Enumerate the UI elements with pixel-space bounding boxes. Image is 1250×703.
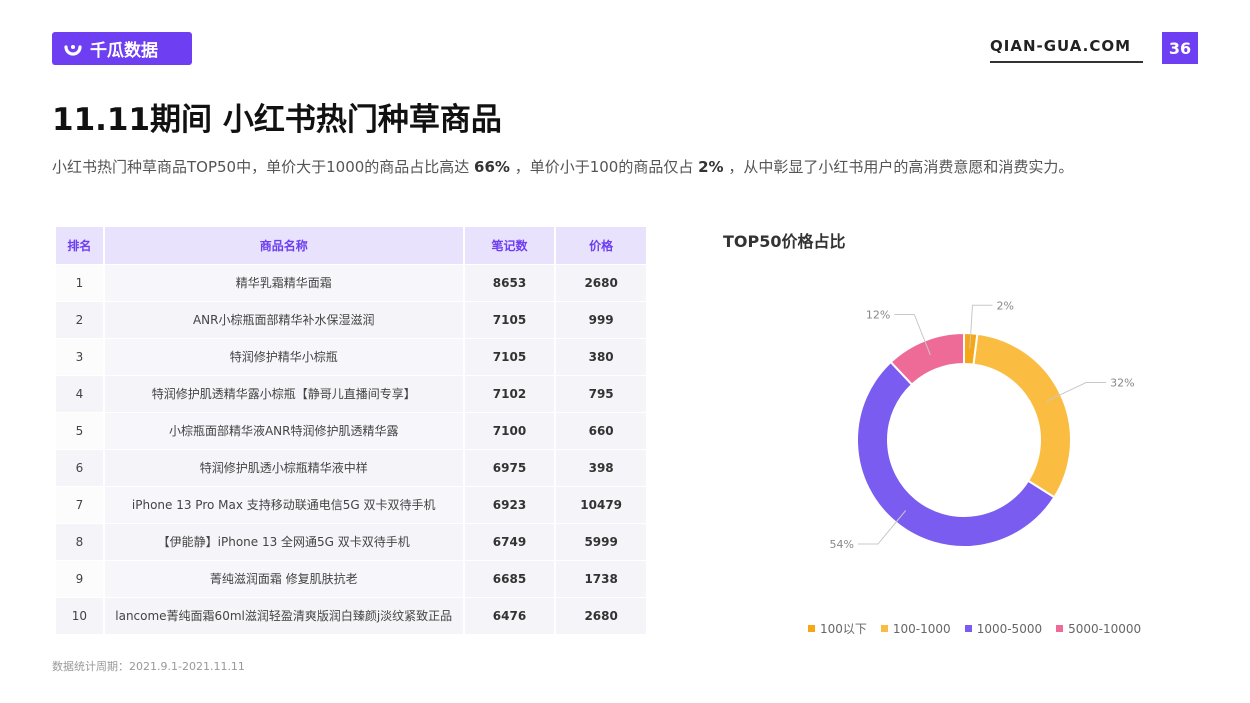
legend-item: 1000-5000 <box>964 620 1043 637</box>
highlight-value-2: 2% <box>698 158 724 176</box>
page-description: 小红书热门种草商品TOP50中，单价大于1000的商品占比高达 66% ，单价小… <box>52 158 1074 176</box>
label-leader-line <box>1046 382 1107 402</box>
cell-product-name: ANR小棕瓶面部精华补水保湿滋润 <box>103 300 465 338</box>
table-row: 1 精华乳霜精华面霜 8653 2680 <box>56 263 648 301</box>
table-body: 1 精华乳霜精华面霜 8653 2680 2 ANR小棕瓶面部精华补水保湿滋润 7105 99… <box>56 263 648 634</box>
cell-product-name: 特润修护肌透小棕瓶精华液中样 <box>103 448 465 486</box>
cell-price: 1738 <box>555 559 648 597</box>
chart-legend: 100以下 100-1000 1000-5000 5000-10000 <box>808 620 1155 637</box>
legend-label: 100-1000 <box>892 621 951 636</box>
footnote: 数据统计周期：2021.9.1-2021.11.11 <box>52 660 245 673</box>
table-row: 2 ANR小棕瓶面部精华补水保湿滋润 7105 999 <box>56 300 648 338</box>
slice-data-label: 32% <box>1110 377 1134 390</box>
cell-rank: 7 <box>56 485 105 523</box>
cell-note-count: 7105 <box>463 337 557 375</box>
page-number: 36 <box>1162 32 1198 64</box>
cell-note-count: 8653 <box>463 263 557 301</box>
slice-data-label: 12% <box>866 308 890 321</box>
cell-note-count: 6975 <box>463 448 557 486</box>
table-row: 8 【伊能静】iPhone 13 全网通5G 双卡双待手机 6749 5999 <box>56 522 648 560</box>
cell-product-name: 特润修护精华小棕瓶 <box>103 337 465 375</box>
cell-product-name: 小棕瓶面部精华液ANR特润修护肌透精华露 <box>103 411 465 449</box>
cell-price: 2680 <box>555 263 648 301</box>
header-rank: 排名 <box>56 227 105 264</box>
table-row: 10 lancome菁纯面霜60ml滋润轻盈清爽版润白臻颜j淡纹紧致正品 6476 2… <box>56 596 648 634</box>
cell-note-count: 6685 <box>463 559 557 597</box>
legend-swatch <box>964 625 972 632</box>
cell-rank: 10 <box>56 596 105 634</box>
cell-price: 380 <box>555 337 648 375</box>
cell-price: 2680 <box>555 596 648 634</box>
slice-data-label: 54% <box>829 538 853 551</box>
cell-note-count: 6923 <box>463 485 557 523</box>
cell-rank: 1 <box>56 263 105 301</box>
header-note-count: 笔记数 <box>463 227 557 264</box>
donut-slice-1000-5000 <box>856 360 1056 548</box>
cell-product-name: 特润修护肌透精华露小棕瓶【静哥儿直播间专享】 <box>103 374 465 412</box>
cell-price: 795 <box>555 374 648 412</box>
label-leader-line <box>857 510 907 545</box>
table-row: 5 小棕瓶面部精华液ANR特润修护肌透精华露 7100 660 <box>56 411 648 449</box>
legend-item: 100-1000 <box>880 620 951 637</box>
cell-price: 660 <box>555 411 648 449</box>
cell-note-count: 6749 <box>463 522 557 560</box>
cell-price: 10479 <box>555 485 648 523</box>
legend-label: 1000-5000 <box>976 621 1043 636</box>
cell-note-count: 7102 <box>463 374 557 412</box>
cell-rank: 6 <box>56 448 105 486</box>
cell-note-count: 6476 <box>463 596 557 634</box>
page-title: 11.11期间 小红书热门种草商品 <box>52 102 502 138</box>
legend-swatch <box>1056 625 1064 632</box>
donut-slice-5000-10000 <box>889 331 965 387</box>
header-product-name: 商品名称 <box>103 227 465 264</box>
cell-price: 398 <box>555 448 648 486</box>
legend-label: 5000-10000 <box>1068 621 1142 636</box>
cell-rank: 2 <box>56 300 105 338</box>
cell-rank: 9 <box>56 559 105 597</box>
cell-note-count: 7100 <box>463 411 557 449</box>
site-url: QIAN-GUA.COM <box>990 37 1143 63</box>
cell-rank: 4 <box>56 374 105 412</box>
table-row: 6 特润修护肌透小棕瓶精华液中样 6975 398 <box>56 448 648 486</box>
slice-data-label: 2% <box>996 299 1013 312</box>
brand-logo-icon <box>64 44 82 56</box>
label-leader-line <box>969 304 993 349</box>
cell-note-count: 7105 <box>463 300 557 338</box>
chart-title: TOP50价格占比 <box>723 232 846 251</box>
header-price: 价格 <box>555 227 648 264</box>
brand-logo: 千瓜数据 <box>52 32 192 65</box>
cell-rank: 3 <box>56 337 105 375</box>
table-row: 7 iPhone 13 Pro Max 支持移动联通电信5G 双卡双待手机 6923… <box>56 485 648 523</box>
legend-item: 5000-10000 <box>1056 620 1141 637</box>
highlight-value-1: 66% <box>474 158 510 176</box>
cell-product-name: iPhone 13 Pro Max 支持移动联通电信5G 双卡双待手机 <box>103 485 465 523</box>
donut-slice-100-1000 <box>972 332 1072 499</box>
cell-rank: 5 <box>56 411 105 449</box>
table-row: 4 特润修护肌透精华露小棕瓶【静哥儿直播间专享】 7102 795 <box>56 374 648 412</box>
legend-swatch <box>880 625 888 632</box>
cell-product-name: 【伊能静】iPhone 13 全网通5G 双卡双待手机 <box>103 522 465 560</box>
legend-label: 100以下 <box>820 622 867 636</box>
table-row: 9 菁纯滋润面霜 修复肌肤抗老 6685 1738 <box>56 559 648 597</box>
legend-swatch <box>808 625 815 632</box>
table-header-row: 排名 商品名称 笔记数 价格 <box>56 227 648 264</box>
cell-rank: 8 <box>56 522 105 560</box>
price-share-donut-chart: 2% 32% 54% 12% <box>829 299 1134 551</box>
cell-product-name: lancome菁纯面霜60ml滋润轻盈清爽版润白臻颜j淡纹紧致正品 <box>103 596 465 634</box>
cell-price: 999 <box>555 300 648 338</box>
cell-product-name: 菁纯滋润面霜 修复肌肤抗老 <box>103 559 465 597</box>
table-row: 3 特润修护精华小棕瓶 7105 380 <box>56 337 648 375</box>
cell-price: 5999 <box>555 522 648 560</box>
brand-name: 千瓜数据 <box>90 41 158 61</box>
cell-product-name: 精华乳霜精华面霜 <box>103 263 465 301</box>
label-leader-line <box>894 313 931 356</box>
top-products-table: 排名 商品名称 笔记数 价格 1 精华乳霜精华面霜 8653 2680 2 ANR小棕瓶面… <box>56 227 648 634</box>
legend-item: 100以下 <box>808 620 867 637</box>
